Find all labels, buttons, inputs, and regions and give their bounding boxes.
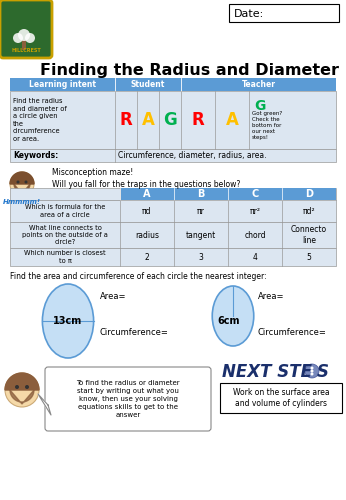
Text: S: S [317, 363, 329, 381]
Text: πd: πd [142, 206, 152, 216]
Text: Find the area and circumference of each circle the nearest integer:: Find the area and circumference of each … [10, 272, 267, 281]
Circle shape [310, 366, 313, 370]
Circle shape [17, 180, 19, 184]
Text: A: A [226, 111, 238, 129]
Text: Circumference, diameter, radius, area.: Circumference, diameter, radius, area. [118, 151, 266, 160]
Text: What line connects to
points on the outside of a
circle?: What line connects to points on the outs… [22, 224, 108, 246]
Text: 13cm: 13cm [53, 316, 83, 326]
FancyBboxPatch shape [10, 91, 336, 149]
Text: 5: 5 [307, 252, 311, 262]
Circle shape [5, 373, 39, 407]
Text: Finding the Radius and Diameter: Finding the Radius and Diameter [40, 62, 339, 78]
Polygon shape [5, 373, 39, 390]
Text: 3: 3 [199, 252, 203, 262]
Text: R: R [192, 111, 204, 129]
Circle shape [25, 33, 35, 43]
Text: πr²: πr² [249, 206, 261, 216]
FancyBboxPatch shape [10, 200, 336, 222]
FancyBboxPatch shape [10, 78, 336, 91]
Text: πr: πr [197, 206, 205, 216]
FancyBboxPatch shape [45, 367, 211, 431]
Circle shape [25, 385, 29, 389]
Polygon shape [38, 394, 51, 415]
Circle shape [13, 33, 23, 43]
Text: G: G [254, 99, 265, 113]
FancyBboxPatch shape [10, 222, 336, 248]
Text: NEXT STE: NEXT STE [222, 363, 312, 381]
Ellipse shape [212, 286, 254, 346]
Polygon shape [10, 172, 34, 184]
Text: B: B [197, 189, 205, 199]
Text: Misconception maze!
Will you fall for the traps in the questions below?: Misconception maze! Will you fall for th… [52, 168, 240, 189]
Text: Connecto
line: Connecto line [291, 226, 327, 244]
Text: Keywords:: Keywords: [13, 151, 58, 160]
Text: To find the radius or diameter
start by writing out what you
know, then use your: To find the radius or diameter start by … [76, 380, 180, 418]
Text: Work on the surface area
and volume of cylinders: Work on the surface area and volume of c… [233, 388, 329, 408]
Circle shape [305, 364, 319, 378]
Text: Learning intent: Learning intent [29, 80, 96, 89]
Text: Circumference=: Circumference= [100, 328, 169, 337]
Text: Which number is closest
to π: Which number is closest to π [24, 250, 106, 264]
FancyBboxPatch shape [229, 4, 339, 22]
Text: A: A [142, 111, 154, 129]
Text: C: C [252, 189, 258, 199]
FancyBboxPatch shape [10, 188, 120, 200]
FancyBboxPatch shape [10, 248, 336, 266]
Circle shape [15, 385, 19, 389]
Text: R: R [120, 111, 133, 129]
Text: G: G [163, 111, 177, 129]
Circle shape [18, 29, 30, 41]
Circle shape [310, 372, 313, 376]
FancyBboxPatch shape [0, 0, 52, 58]
Text: Got green?
Check the
bottom for
our next
steps!: Got green? Check the bottom for our next… [252, 111, 282, 140]
Polygon shape [14, 184, 30, 194]
Polygon shape [10, 390, 34, 404]
Text: πd²: πd² [303, 206, 315, 216]
Ellipse shape [43, 284, 94, 358]
Text: HILLCREST: HILLCREST [11, 48, 41, 52]
Text: Area=: Area= [100, 292, 126, 301]
Circle shape [25, 180, 27, 184]
Text: 6cm: 6cm [218, 316, 240, 326]
Text: D: D [305, 189, 313, 199]
Text: 4: 4 [253, 252, 257, 262]
Circle shape [10, 172, 34, 196]
Text: Circumference=: Circumference= [258, 328, 327, 337]
Text: Area=: Area= [258, 292, 284, 301]
Text: Find the radius
and diameter of
a circle given
the
circumference
or area.: Find the radius and diameter of a circle… [13, 98, 67, 142]
Text: tangent: tangent [186, 230, 216, 239]
FancyBboxPatch shape [120, 188, 336, 200]
Text: Hmmmm!: Hmmmm! [3, 199, 41, 205]
FancyBboxPatch shape [22, 40, 26, 50]
Circle shape [310, 370, 313, 372]
FancyBboxPatch shape [10, 149, 336, 162]
Text: chord: chord [244, 230, 266, 239]
Text: radius: radius [135, 230, 159, 239]
Text: A: A [143, 189, 151, 199]
Text: Date:: Date: [234, 9, 264, 19]
Text: Which is formula for the
area of a circle: Which is formula for the area of a circl… [25, 204, 105, 218]
FancyBboxPatch shape [220, 383, 342, 413]
Text: Teacher: Teacher [242, 80, 275, 89]
Text: 2: 2 [145, 252, 149, 262]
Text: Student: Student [131, 80, 165, 89]
